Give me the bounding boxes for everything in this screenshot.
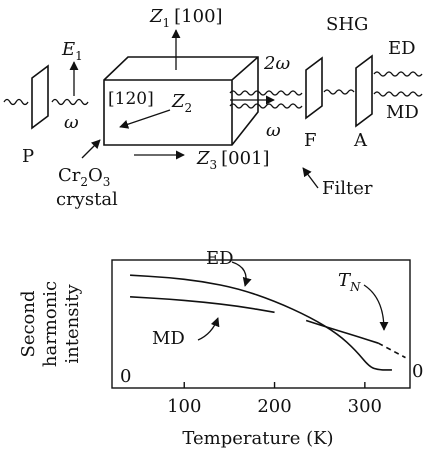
plot-frame [111, 259, 411, 389]
series-md-line-2 [305, 319, 379, 344]
x-tick-label: 300 [348, 396, 382, 417]
filter-plate [305, 56, 323, 120]
md-output-label: MD [386, 102, 419, 123]
ed-output-label: ED [388, 38, 416, 59]
series-ed-line-0 [130, 274, 392, 371]
z1-label: Z1 [100] [149, 6, 223, 30]
analyzer-label: A [353, 130, 368, 151]
md-curve-label: MD [152, 328, 185, 349]
crystal-word: crystal [56, 189, 118, 210]
omega-out-label: ω [266, 120, 281, 141]
series-md-line-1 [130, 296, 275, 314]
shg-setup-diagram: P E1 ω Z1 [100] [120] Z2 Z3 [001] Cr2O3 cr… [3, 6, 423, 210]
md-curve-arrow [197, 317, 220, 341]
wave-to-crystal [51, 98, 89, 106]
shg-label: SHG [326, 14, 368, 35]
x-tick-label: 100 [167, 396, 201, 417]
y-zero-left: 0 [120, 366, 131, 387]
z2-direction: [120] [108, 89, 154, 109]
wave-filter-to-analyzer [323, 89, 355, 95]
filter-pointer-arrow [302, 167, 319, 189]
e1-label: E1 [61, 39, 83, 63]
wave-ed [373, 71, 423, 77]
wave-md [373, 91, 423, 97]
chart-series [130, 274, 406, 371]
two-omega-label: 2ω [263, 53, 290, 74]
tn-label: TN [338, 270, 361, 294]
z2-label: Z2 [171, 91, 192, 115]
y-label-line1: Second [18, 290, 39, 357]
x-axis-label: Temperature (K) [182, 428, 333, 449]
analyzer-plate [355, 54, 373, 128]
incoming-wave [3, 98, 29, 106]
ed-curve-arrow [231, 261, 252, 287]
y-zero-right: 0 [412, 361, 423, 382]
ed-curve-label: ED [206, 248, 234, 269]
output-wave-w [229, 103, 303, 109]
z3-label: Z3 [001] [196, 148, 270, 172]
x-tick-label: 200 [257, 396, 291, 417]
filter-word: Filter [322, 178, 373, 199]
series-md-line-3 [378, 342, 406, 359]
omega-in-label: ω [64, 112, 79, 133]
y-label-line3: intensity [62, 284, 83, 364]
crystal-pointer-arrow [81, 139, 101, 159]
shg-intensity-chart: 100 200 300 0 0 Second harmonic intensity … [18, 248, 423, 449]
y-label-line2: harmonic [40, 281, 61, 367]
z2-arrow [119, 109, 171, 129]
polarizer-label: P [22, 146, 34, 167]
output-wave-2w [229, 90, 303, 96]
y-axis-label: Second harmonic intensity [18, 281, 83, 367]
polarizer-plate [31, 64, 49, 130]
x-ticks: 100 200 300 [167, 382, 382, 417]
filter-label: F [304, 130, 317, 151]
crystal-formula: Cr2O3 [58, 165, 110, 189]
tn-arrow [363, 284, 389, 331]
